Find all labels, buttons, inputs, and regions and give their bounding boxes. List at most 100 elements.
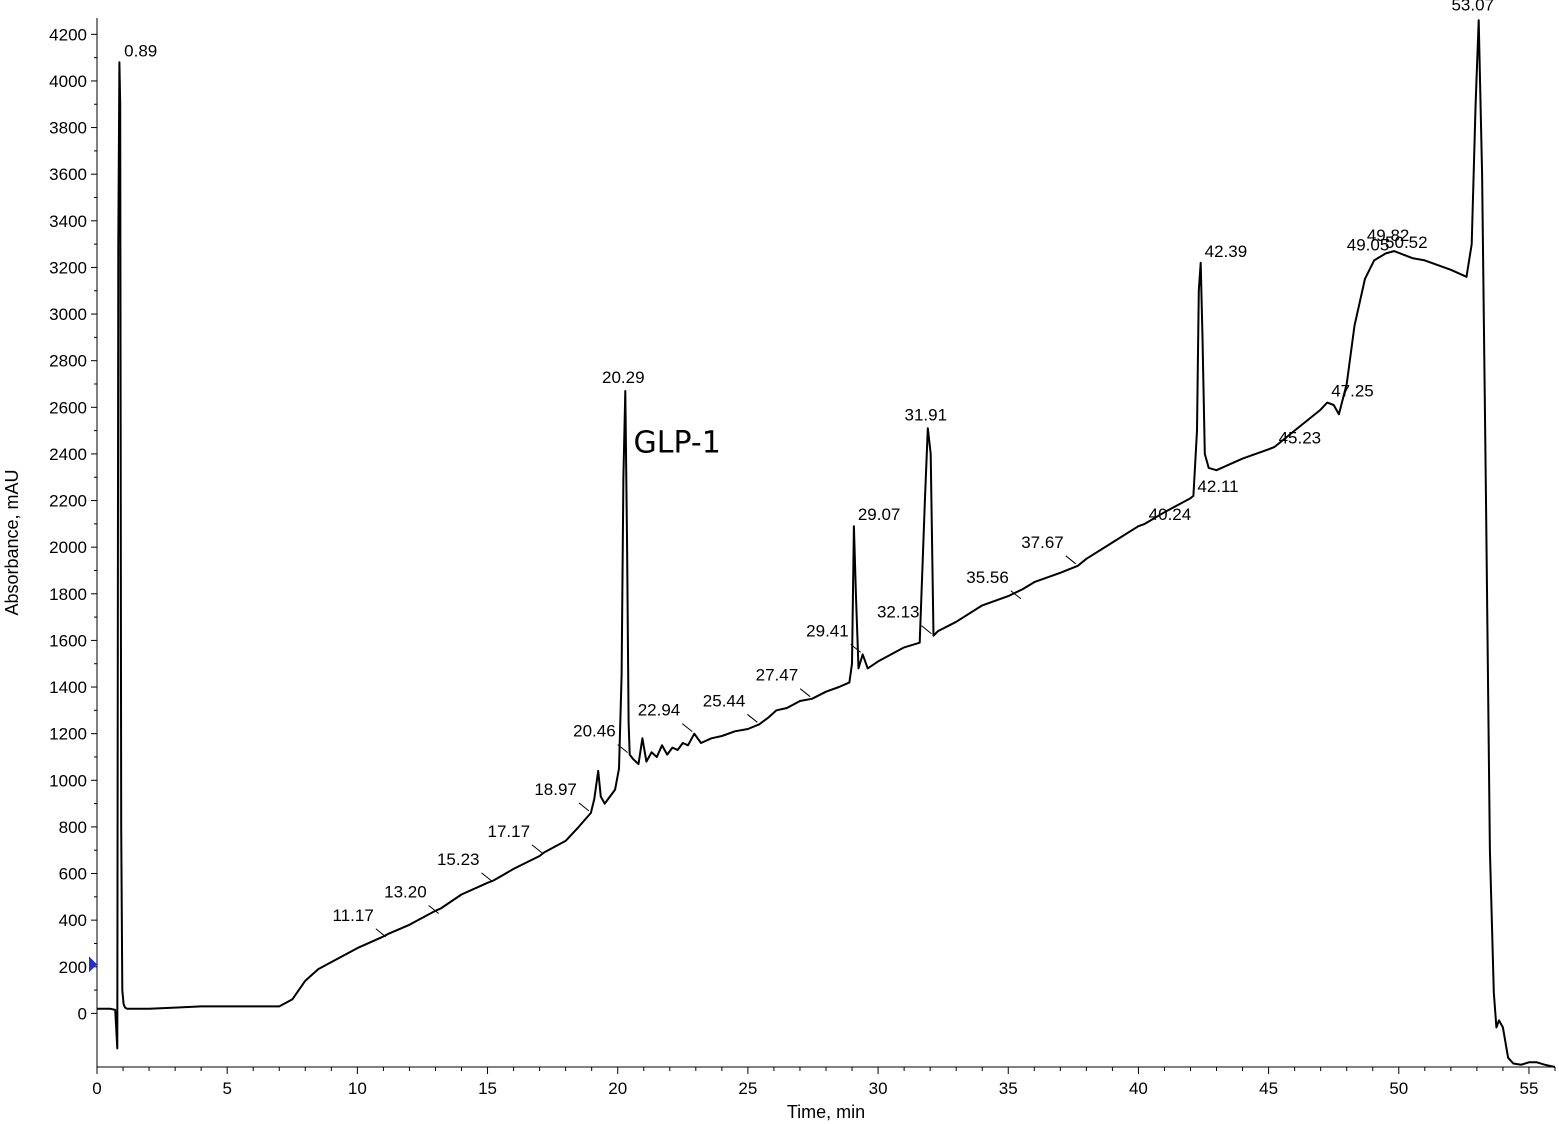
peak-label-group: 17.17 bbox=[487, 822, 543, 854]
peak-label-group: 42.11 bbox=[1197, 477, 1238, 496]
peak-label-group: 18.97 bbox=[534, 780, 590, 812]
peak-label: 18.97 bbox=[534, 780, 577, 799]
peak-label: 42.11 bbox=[1197, 477, 1238, 496]
y-tick-label: 3600 bbox=[49, 165, 87, 184]
y-tick-label: 0 bbox=[78, 1004, 87, 1023]
x-tick-label: 45 bbox=[1259, 1079, 1278, 1098]
peak-label-group: 20.46 bbox=[573, 722, 629, 754]
x-tick-label: 10 bbox=[348, 1079, 367, 1098]
x-tick-label: 0 bbox=[92, 1079, 101, 1098]
y-tick-label: 1400 bbox=[49, 678, 87, 697]
x-tick-label: 15 bbox=[478, 1079, 497, 1098]
peak-label-group: 25.44 bbox=[703, 691, 758, 723]
peak-label: 45.23 bbox=[1279, 428, 1322, 447]
peak-leader bbox=[428, 905, 439, 914]
peak-label: 49.05 bbox=[1347, 235, 1390, 254]
y-tick-label: 200 bbox=[59, 958, 87, 977]
peak-leader bbox=[375, 928, 387, 938]
y-tick-label: 1800 bbox=[49, 585, 87, 604]
peak-label: 13.20 bbox=[384, 882, 427, 901]
y-tick-label: 2000 bbox=[49, 538, 87, 557]
peak-label: 47.25 bbox=[1331, 382, 1374, 401]
peak-label-group: 15.23 bbox=[437, 850, 492, 882]
y-tick-label: 3000 bbox=[49, 305, 87, 324]
peak-label-group: 27.47 bbox=[756, 666, 811, 698]
y-tick-label: 1000 bbox=[49, 771, 87, 790]
x-axis-label: Time, min bbox=[787, 1102, 865, 1122]
peak-label: 27.47 bbox=[756, 666, 799, 685]
peak-label: 20.46 bbox=[573, 722, 616, 741]
peak-label-group: 22.94 bbox=[638, 701, 693, 733]
axes bbox=[96, 18, 1555, 1068]
y-tick-label: 1600 bbox=[49, 631, 87, 650]
glp1-annotation: GLP-1 bbox=[634, 425, 721, 460]
x-axis-ticks: 0 5 10 15 20 25 30 35 40 45 50 55 bbox=[92, 1067, 1556, 1098]
x-tick-label: 25 bbox=[738, 1079, 757, 1098]
peak-label: 17.17 bbox=[487, 822, 530, 841]
baseline-marker-icon bbox=[89, 956, 97, 973]
peak-leader bbox=[921, 625, 932, 635]
peak-label: 22.94 bbox=[638, 701, 681, 720]
peak-label: 35.56 bbox=[966, 568, 1009, 587]
peak-label: 0.89 bbox=[124, 41, 157, 60]
peak-leader bbox=[799, 688, 811, 698]
peak-leader bbox=[481, 872, 492, 882]
x-tick-label: 5 bbox=[222, 1079, 231, 1098]
y-tick-label: 2800 bbox=[49, 352, 87, 371]
peak-label: 42.39 bbox=[1205, 242, 1248, 261]
peak-label-group: 20.29 bbox=[602, 368, 645, 387]
peak-label: 15.23 bbox=[437, 850, 480, 869]
y-tick-label: 800 bbox=[59, 818, 87, 837]
peak-leader bbox=[747, 713, 758, 723]
chromatogram-trace bbox=[97, 19, 1556, 1068]
peak-label-group: 42.39 bbox=[1205, 242, 1248, 261]
y-tick-label: 2600 bbox=[49, 398, 87, 417]
y-axis-label: Absorbance, mAU bbox=[2, 469, 22, 615]
x-tick-label: 50 bbox=[1389, 1079, 1408, 1098]
peak-label: 31.91 bbox=[905, 405, 948, 424]
peak-label-group: 40.24 bbox=[1149, 505, 1192, 524]
x-tick-label: 20 bbox=[608, 1079, 627, 1098]
y-tick-label: 400 bbox=[59, 911, 87, 930]
peak-label-group: 0.89 bbox=[124, 41, 157, 60]
y-tick-label: 3400 bbox=[49, 212, 87, 231]
x-tick-label: 40 bbox=[1129, 1079, 1148, 1098]
y-tick-label: 4200 bbox=[49, 25, 87, 44]
peak-label: 29.07 bbox=[858, 505, 901, 524]
y-tick-label: 2400 bbox=[49, 445, 87, 464]
y-tick-label: 1200 bbox=[49, 725, 87, 744]
peak-label: 53.07 bbox=[1451, 0, 1494, 14]
peak-label: 11.17 bbox=[333, 906, 374, 925]
peak-leader bbox=[850, 644, 862, 653]
y-tick-label: 4000 bbox=[49, 72, 87, 91]
y-tick-label: 600 bbox=[59, 865, 87, 884]
peak-leader bbox=[1065, 555, 1077, 565]
y-tick-label: 2200 bbox=[49, 492, 87, 511]
peak-label-group: 35.56 bbox=[966, 568, 1022, 600]
x-tick-label: 55 bbox=[1520, 1079, 1539, 1098]
peak-label-group: 53.07 bbox=[1451, 0, 1494, 14]
peak-label: 50.52 bbox=[1385, 233, 1428, 252]
peak-label-group: 29.41 bbox=[806, 621, 862, 653]
peak-labels: 0.89 11.17 13.20 15.23 17.17 18.97 20.29 20.46 2… bbox=[124, 0, 1494, 938]
peak-leader bbox=[578, 802, 590, 812]
peak-label: 49.82 bbox=[1367, 226, 1410, 245]
peak-leader bbox=[1010, 590, 1022, 600]
peak-label-group: 13.20 bbox=[384, 882, 439, 914]
peak-label-group: 50.52 bbox=[1385, 233, 1428, 252]
peak-label-group: 11.17 bbox=[333, 906, 387, 938]
peak-label: 25.44 bbox=[703, 691, 746, 710]
peak-label-group: 31.91 bbox=[905, 405, 948, 424]
peak-label-group: 49.82 bbox=[1367, 226, 1410, 245]
peak-leader bbox=[617, 744, 629, 754]
y-tick-label: 3800 bbox=[49, 119, 87, 138]
peak-label: 40.24 bbox=[1149, 505, 1192, 524]
peak-label-group: 47.25 bbox=[1331, 382, 1374, 401]
peak-label-group: 37.67 bbox=[1021, 533, 1077, 565]
peak-leader bbox=[531, 844, 543, 854]
peak-label-group: 45.23 bbox=[1279, 428, 1322, 447]
peak-label-group: 49.05 bbox=[1347, 235, 1390, 254]
peak-label: 37.67 bbox=[1021, 533, 1064, 552]
peak-label: 29.41 bbox=[806, 621, 849, 640]
